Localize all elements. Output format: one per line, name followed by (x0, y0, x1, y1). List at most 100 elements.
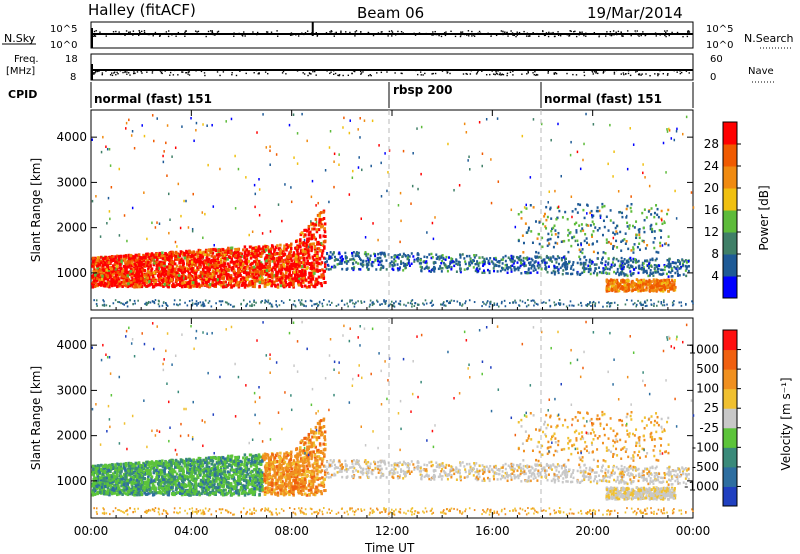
range-gate-cell (472, 266, 475, 269)
range-gate-cell (109, 265, 112, 269)
range-gate-cell (440, 261, 443, 265)
range-gate-cell (652, 274, 655, 277)
range-gate-cell (634, 266, 637, 270)
range-gate-cell (368, 258, 371, 262)
range-gate-cell (496, 270, 499, 273)
range-gate-cell (468, 299, 471, 302)
range-gate-cell (276, 275, 279, 279)
range-gate-cell (371, 260, 374, 264)
range-gate-cell (461, 253, 464, 256)
range-gate-cell (366, 266, 369, 269)
range-gate-cell (235, 256, 239, 260)
range-gate-cell (131, 277, 134, 281)
range-gate-cell (587, 270, 590, 274)
range-gate-cell (295, 260, 298, 264)
range-gate-cell (275, 279, 278, 283)
freq-point (526, 73, 528, 75)
nsky-point (528, 35, 531, 37)
nsky-point (276, 35, 279, 37)
range-gate-cell (110, 267, 114, 271)
nsky-point (593, 31, 596, 34)
freq-point (160, 72, 163, 74)
range-gate-cell (145, 284, 149, 288)
range-gate-cell (227, 268, 230, 272)
range-gate-cell (270, 256, 274, 260)
freq-point (521, 73, 523, 75)
range-gate-cell (208, 282, 212, 286)
nsky-point (118, 31, 120, 33)
range-gate-cell (481, 256, 484, 259)
beam-label: Beam 06 (357, 4, 424, 22)
freq-point (101, 72, 104, 74)
range-gate-cell (314, 250, 317, 254)
range-gate-cell (659, 273, 662, 276)
freq-point (141, 72, 143, 74)
range-gate-cell (590, 209, 593, 213)
range-gate-cell (657, 267, 660, 271)
range-gate-cell (254, 272, 258, 276)
range-gate-cell (187, 274, 191, 278)
range-gate-cell (320, 254, 324, 258)
range-gate-cell (191, 263, 194, 267)
range-gate-cell (420, 267, 423, 270)
range-gate-cell (628, 224, 631, 227)
range-gate-cell (594, 226, 597, 229)
range-gate-cell (673, 265, 676, 269)
freq-point (302, 72, 304, 74)
range-gate-cell (553, 266, 556, 270)
range-gate-cell (131, 259, 134, 263)
range-gate-cell (580, 301, 582, 304)
range-gate-cell (665, 272, 668, 276)
range-gate-cell (170, 278, 173, 282)
range-gate-cell (627, 247, 630, 251)
range-gate-cell (618, 284, 621, 288)
range-gate-cell (236, 281, 239, 285)
range-gate-cell (628, 266, 631, 270)
range-gate-cell (602, 251, 605, 254)
range-gate-cell (151, 274, 155, 278)
range-gate-cell (317, 281, 320, 285)
nsky-point (466, 34, 468, 36)
range-gate-cell (344, 257, 347, 260)
range-gate-cell (567, 239, 570, 242)
range-gate-cell (606, 283, 610, 286)
range-gate-cell (118, 301, 121, 304)
range-gate-cell (231, 267, 235, 271)
range-gate-cell (587, 264, 590, 268)
range-gate-cell (650, 207, 653, 210)
range-gate-cell (476, 262, 479, 265)
range-gate-cell (635, 282, 638, 286)
range-gate-cell (134, 264, 137, 268)
range-gate-cell (668, 257, 671, 261)
range-gate-cell (231, 254, 235, 258)
nsky-point (132, 30, 135, 32)
freq-point (369, 73, 371, 76)
range-gate-cell (619, 266, 622, 270)
range-gate-cell (679, 267, 682, 270)
range-gate-cell (183, 270, 186, 274)
range-gate-cell (258, 270, 262, 274)
nsky-point (688, 31, 691, 33)
freq-point (231, 72, 233, 74)
range-gate-cell (127, 261, 130, 265)
range-gate-cell (604, 252, 607, 255)
freq-point (492, 73, 495, 75)
range-gate-cell (571, 210, 574, 213)
range-gate-cell (183, 256, 187, 260)
nsky-point (622, 35, 624, 37)
range-gate-cell (232, 305, 234, 308)
range-gate-cell (666, 212, 669, 216)
range-gate-cell (645, 216, 648, 219)
range-gate-cell (310, 245, 313, 249)
range-gate-cell (630, 280, 633, 284)
nsky-point (184, 31, 186, 34)
range-gate-cell (223, 256, 227, 260)
range-gate-cell (430, 301, 433, 304)
range-gate-cell (656, 207, 659, 211)
range-gate-cell (660, 284, 663, 288)
range-gate-cell (352, 267, 355, 270)
range-gate-cell (556, 216, 559, 220)
range-gate-cell (145, 252, 149, 256)
nsky-point (544, 34, 547, 36)
cpid-label: CPID (8, 88, 37, 101)
